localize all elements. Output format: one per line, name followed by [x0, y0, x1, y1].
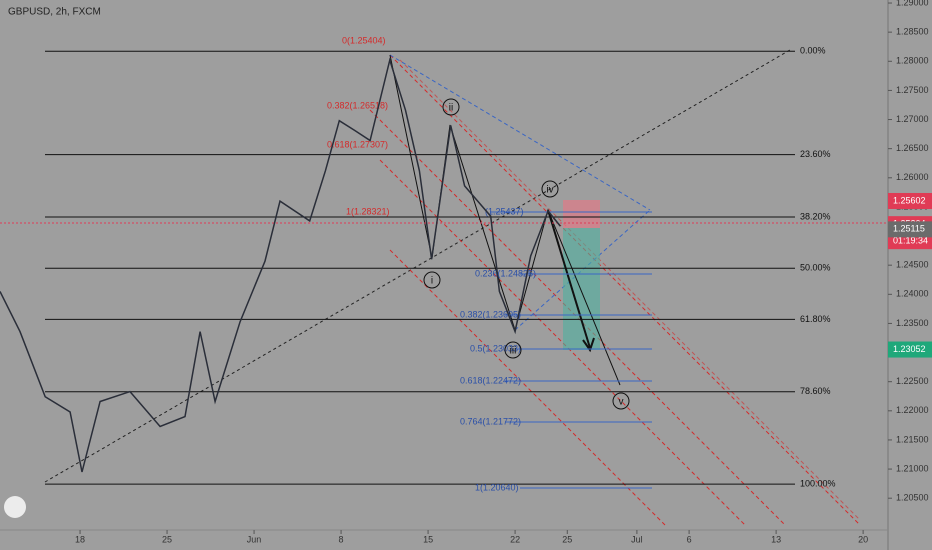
- wave-label: iii: [510, 346, 517, 357]
- x-tick-label: 20: [858, 534, 868, 544]
- wave-label: iv: [546, 185, 553, 196]
- price-badge: [888, 341, 932, 358]
- wave-marker: [504, 341, 522, 359]
- fib-ext-label: 0.382(1.23605): [460, 309, 521, 319]
- fib-ext-label: 0.764(1.21772): [460, 416, 521, 426]
- wave-label: v: [619, 397, 624, 408]
- y-tick-label: 1.28500: [896, 27, 929, 37]
- x-tick-label: 18: [75, 534, 85, 544]
- fib-ext-label: 1(1.20640): [475, 482, 519, 492]
- x-tick-label: Jul: [631, 534, 643, 544]
- wave-marker: [423, 271, 441, 289]
- x-tick-label: 6: [687, 534, 692, 544]
- channel-line: [399, 59, 861, 521]
- price-badge-label: 1.23052: [893, 344, 926, 354]
- x-tick-label: 25: [562, 534, 572, 544]
- price-badge: [888, 221, 932, 238]
- x-tick-label: 13: [771, 534, 781, 544]
- x-tick-label: 22: [510, 534, 520, 544]
- wave-label: i: [431, 276, 433, 287]
- wave-marker: [442, 98, 460, 116]
- price-badge-label: 1.25115: [893, 224, 925, 234]
- channel-line: [379, 159, 746, 526]
- fib-level-label: 0.00%: [800, 46, 826, 56]
- stop-zone: [563, 200, 600, 228]
- fib-ratio-label: 0(1.25404): [342, 35, 386, 45]
- symbol-title: GBPUSD, 2h, FXCM: [8, 7, 101, 18]
- fib-ext-label: 0.618(1.22472): [460, 375, 521, 385]
- trend-line: [44, 49, 791, 483]
- fib-level-label: 61.80%: [800, 314, 831, 324]
- fib-level-label: 100.00%: [800, 479, 836, 489]
- y-tick-label: 1.28000: [896, 56, 929, 66]
- y-tick-label: 1.23500: [896, 318, 929, 328]
- y-tick-label: 1.26000: [896, 172, 929, 182]
- arrow-head: [582, 337, 595, 353]
- y-tick-label: 1.24000: [896, 289, 929, 299]
- fib-ext-label: 0.236(1.24825): [475, 268, 536, 278]
- wave-marker: [612, 392, 630, 410]
- x-tick-label: Jun: [247, 534, 262, 544]
- y-tick-label: 1.22500: [896, 376, 929, 386]
- arrow: [547, 209, 591, 349]
- wave-marker: [541, 180, 559, 198]
- y-tick-label: 1.29000: [896, 0, 929, 7]
- y-tick-label: 1.21000: [896, 463, 929, 473]
- y-tick-label: 1.22000: [896, 405, 929, 415]
- fib-line: [389, 54, 651, 211]
- fib-ratio-label: 0.618(1.27307): [327, 139, 388, 149]
- countdown-label: 01:19:34: [893, 236, 928, 246]
- fib-level-label: 78.60%: [800, 386, 831, 396]
- fib-line: [514, 209, 651, 331]
- fib-level-label: 38.20%: [800, 211, 831, 221]
- y-tick-label: 1.27000: [896, 114, 929, 124]
- channel-line: [389, 249, 666, 526]
- wave-label: ii: [449, 103, 453, 114]
- fib-ext-label: (1.25437): [485, 206, 524, 216]
- fib-level-label: 50.00%: [800, 263, 831, 273]
- x-tick-label: 25: [162, 534, 172, 544]
- logo[interactable]: [4, 496, 26, 518]
- y-tick-label: 1.21500: [896, 434, 929, 444]
- y-tick-label: 1.20500: [896, 493, 929, 503]
- price-line: [0, 57, 561, 473]
- target-zone: [563, 228, 600, 350]
- y-tick-label: 1.24500: [896, 260, 929, 270]
- price-badge: [888, 192, 932, 209]
- fib-ratio-label: 1(1.28321): [346, 206, 390, 216]
- fib-level-label: 23.60%: [800, 149, 831, 159]
- y-tick-label: 1.26500: [896, 143, 929, 153]
- y-tick-label: 1.27500: [896, 85, 929, 95]
- drawings: [0, 49, 888, 526]
- wave-path: [389, 54, 621, 386]
- price-badge-label: 1.25602: [893, 195, 926, 205]
- fib-ratio-label: 0.382(1.26518): [327, 100, 388, 110]
- fib-ext-label: 0.5(1.23033): [470, 343, 521, 353]
- x-tick-label: 15: [423, 534, 433, 544]
- x-tick-label: 8: [339, 534, 344, 544]
- channel-line: [389, 54, 861, 526]
